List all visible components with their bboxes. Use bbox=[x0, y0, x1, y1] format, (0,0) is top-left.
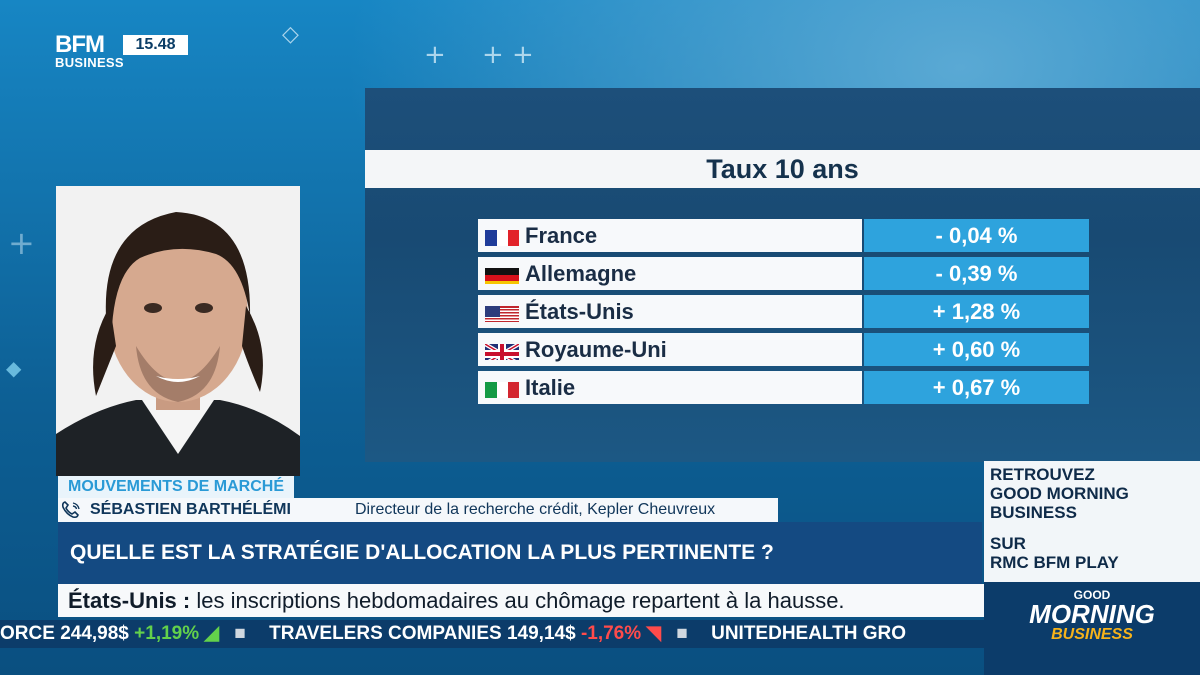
news-ticker: États-Unis : les inscriptions hebdomadai… bbox=[58, 584, 984, 617]
decorative-plus-icon: + bbox=[8, 224, 35, 262]
news-text: les inscriptions hebdomadaires au chômag… bbox=[196, 588, 845, 613]
decorative-plus-icon: + bbox=[424, 40, 446, 70]
quote-price: 149,14$ bbox=[506, 623, 576, 644]
segment-tag: MOUVEMENTS DE MARCHÉ bbox=[58, 476, 295, 498]
country-cell: Allemagne bbox=[478, 257, 862, 290]
logo-text-bottom: BUSINESS bbox=[1051, 626, 1133, 643]
speaker-role: Directeur de la recherche crédit, Kepler… bbox=[355, 501, 716, 518]
rate-value: + 0,67 % bbox=[864, 371, 1089, 404]
italy-flag-icon bbox=[485, 378, 519, 398]
quote-name: TRAVELERS COMPANIES bbox=[269, 623, 502, 644]
usa-flag-icon bbox=[485, 302, 519, 322]
table-title: Taux 10 ans bbox=[365, 150, 1200, 188]
promo-line: GOOD MORNING bbox=[990, 484, 1129, 503]
rate-value: - 0,04 % bbox=[864, 219, 1089, 252]
separator-icon: ■ bbox=[676, 623, 688, 644]
table-row-germany: Allemagne - 0,39 % bbox=[478, 257, 1089, 290]
decorative-plus-icon: + bbox=[482, 40, 504, 70]
quote-item: UNITEDHEALTH GRO bbox=[711, 620, 906, 648]
speaker-name: SÉBASTIEN BARTHÉLÉMI bbox=[90, 501, 291, 518]
country-cell: États-Unis bbox=[478, 295, 862, 328]
down-arrow-icon: ◥ bbox=[646, 623, 662, 644]
table-row-italy: Italie + 0,67 % bbox=[478, 371, 1089, 404]
country-cell: France bbox=[478, 219, 862, 252]
decorative-diamond-icon: ◇ bbox=[282, 22, 299, 47]
promo-line: RETROUVEZ bbox=[990, 465, 1095, 484]
country-label: Allemagne bbox=[525, 261, 637, 286]
rate-value: + 0,60 % bbox=[864, 333, 1089, 366]
promo-box: RETROUVEZ GOOD MORNING BUSINESS SUR RMC … bbox=[984, 461, 1200, 582]
table-row-france: France - 0,04 % bbox=[478, 219, 1089, 252]
country-label: États-Unis bbox=[525, 299, 634, 324]
phone-icon bbox=[60, 500, 82, 520]
quote-change: +1,19% bbox=[134, 623, 200, 644]
separator-icon: ■ bbox=[234, 623, 246, 644]
logo-text-middle: MORNING bbox=[1029, 599, 1155, 629]
quotes-ticker: ORCE 244,98$ +1,19% ◢ ■ TRAVELERS COMPAN… bbox=[0, 620, 984, 648]
germany-flag-icon bbox=[485, 264, 519, 284]
promo-line: SUR bbox=[990, 534, 1026, 553]
promo-line: BUSINESS bbox=[990, 503, 1077, 522]
up-arrow-icon: ◢ bbox=[204, 623, 220, 644]
logo-text-top: GOOD bbox=[1073, 588, 1111, 602]
quote-name: UNITEDHEALTH GRO bbox=[711, 623, 907, 644]
rate-value: - 0,39 % bbox=[864, 257, 1089, 290]
decorative-square-icon: ◆ bbox=[6, 356, 22, 380]
speaker-portrait bbox=[56, 186, 300, 476]
logo-subtext: BUSINESS bbox=[55, 55, 124, 70]
france-flag-icon bbox=[485, 226, 519, 246]
decorative-plus-icon: + bbox=[512, 40, 534, 70]
quote-change: -1,76% bbox=[580, 623, 642, 644]
promo-line: RMC BFM PLAY bbox=[990, 553, 1119, 572]
broadcast-clock: 15.48 bbox=[123, 35, 188, 55]
quote-item: TRAVELERS COMPANIES 149,14$ -1,76% ◥ ■ bbox=[269, 620, 698, 648]
quote-price: 244,98$ bbox=[60, 623, 129, 644]
good-morning-business-logo: GOOD MORNING BUSINESS bbox=[984, 582, 1200, 675]
table-row-uk: Royaume-Uni + 0,60 % bbox=[478, 333, 1089, 366]
quote-name: ORCE bbox=[0, 623, 55, 644]
rate-value: + 1,28 % bbox=[864, 295, 1089, 328]
logo-text: BFM bbox=[55, 31, 105, 58]
bfm-business-logo: BFM BUSINESS bbox=[55, 31, 124, 70]
quote-item: ORCE 244,98$ +1,19% ◢ ■ bbox=[0, 620, 256, 648]
speaker-bar: SÉBASTIEN BARTHÉLÉMI Directeur de la rec… bbox=[58, 498, 778, 522]
headline-question: QUELLE EST LA STRATÉGIE D'ALLOCATION LA … bbox=[58, 522, 982, 584]
country-label: Royaume-Uni bbox=[525, 337, 667, 362]
country-cell: Italie bbox=[478, 371, 862, 404]
country-label: Italie bbox=[525, 375, 576, 400]
country-label: France bbox=[525, 223, 598, 248]
country-cell: Royaume-Uni bbox=[478, 333, 862, 366]
news-topic: États-Unis : bbox=[68, 588, 191, 613]
table-row-usa: États-Unis + 1,28 % bbox=[478, 295, 1089, 328]
uk-flag-icon bbox=[485, 340, 519, 360]
